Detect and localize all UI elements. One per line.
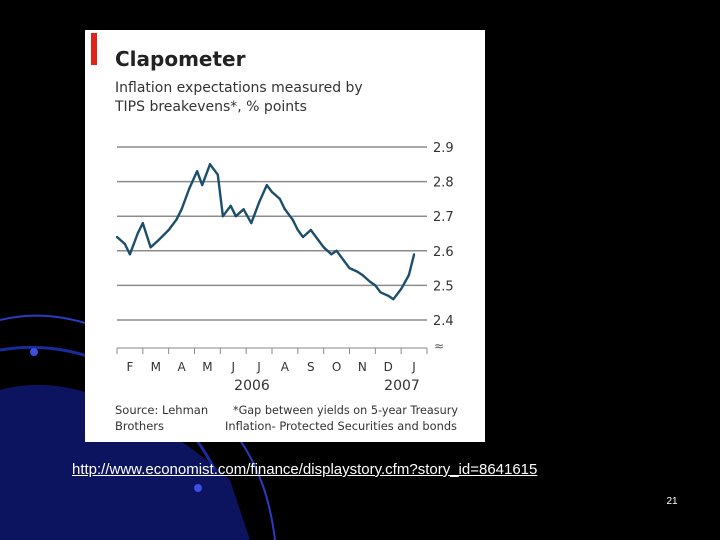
data-point xyxy=(250,222,253,225)
data-point xyxy=(330,253,333,256)
year-label-2006: 2006 xyxy=(234,378,270,394)
data-point xyxy=(335,249,338,252)
data-point xyxy=(379,291,382,294)
axis-break-symbol: ≈ xyxy=(434,339,444,353)
data-point xyxy=(123,242,126,245)
series-line xyxy=(116,163,416,301)
data-point xyxy=(369,280,372,283)
data-point xyxy=(356,270,359,273)
month-label: J xyxy=(411,360,416,374)
data-point xyxy=(407,273,410,277)
month-label: S xyxy=(307,360,315,374)
month-label: M xyxy=(202,360,212,374)
data-point xyxy=(374,284,377,287)
data-point xyxy=(278,197,281,200)
data-point xyxy=(208,163,212,166)
y-tick-label: 2.6 xyxy=(433,245,454,260)
source-line: Source: Lehman xyxy=(115,403,208,417)
data-point xyxy=(221,215,224,218)
data-point xyxy=(291,218,294,221)
y-tick-label: 2.5 xyxy=(433,279,454,294)
data-point xyxy=(348,267,351,270)
swoosh-dot xyxy=(30,348,38,356)
title-accent-bar xyxy=(91,33,97,65)
data-point xyxy=(265,184,268,187)
chart-subtitle-line: TIPS breakevens*, % points xyxy=(114,99,307,115)
data-point xyxy=(115,235,119,239)
chart-subtitle-line: Inflation expectations measured by xyxy=(115,80,363,96)
data-point xyxy=(283,208,286,211)
gridlines xyxy=(117,146,427,321)
month-label: N xyxy=(358,360,367,374)
data-point xyxy=(387,294,390,297)
month-label: A xyxy=(177,360,186,374)
month-label: F xyxy=(126,360,133,374)
data-point xyxy=(216,173,219,176)
month-label: O xyxy=(332,360,341,374)
data-point xyxy=(258,201,261,204)
footnote-line: Inflation- Protected Securities and bond… xyxy=(225,419,457,433)
data-point xyxy=(322,246,325,249)
month-label: J xyxy=(256,360,261,374)
data-point xyxy=(343,260,346,263)
data-point xyxy=(175,218,178,221)
series-layer xyxy=(115,163,416,301)
data-point xyxy=(180,208,183,211)
data-point xyxy=(234,215,237,218)
data-point xyxy=(136,232,139,235)
source-line: Brothers xyxy=(115,419,164,433)
data-point xyxy=(188,187,191,190)
data-point xyxy=(141,222,144,225)
data-point xyxy=(149,246,152,249)
data-point xyxy=(270,190,274,194)
page-number: 21 xyxy=(666,496,678,507)
month-label: J xyxy=(230,360,235,374)
swoosh-dot xyxy=(194,484,202,492)
y-tick-label: 2.4 xyxy=(433,314,454,329)
year-label-2007: 2007 xyxy=(384,378,420,394)
footnote-line: *Gap between yields on 5-year Treasury xyxy=(233,403,458,417)
data-point xyxy=(128,253,131,256)
data-point xyxy=(392,298,395,301)
source-url-link[interactable]: http://www.economist.com/finance/display… xyxy=(72,461,538,478)
data-point xyxy=(361,273,364,277)
line-chart: Clapometer Inflation expectations measur… xyxy=(91,33,458,433)
data-point xyxy=(296,228,299,232)
data-point xyxy=(242,208,245,211)
data-point xyxy=(157,239,160,242)
data-point xyxy=(196,170,199,173)
chart-title: Clapometer xyxy=(115,47,246,71)
data-point xyxy=(309,228,312,232)
data-point xyxy=(413,253,416,256)
month-label: A xyxy=(281,360,290,374)
data-point xyxy=(229,204,232,207)
x-ticks xyxy=(116,348,428,354)
data-point xyxy=(201,184,204,187)
data-point xyxy=(317,239,320,242)
month-label: D xyxy=(384,360,393,374)
data-point xyxy=(301,235,305,239)
y-tick-label: 2.8 xyxy=(433,176,454,191)
y-tick-labels: 2.9 2.8 2.7 2.6 2.5 2.4 xyxy=(433,141,454,329)
y-tick-label: 2.9 xyxy=(433,141,454,156)
month-label: M xyxy=(151,360,161,374)
y-tick-label: 2.7 xyxy=(433,210,454,225)
data-point xyxy=(167,228,170,232)
data-point xyxy=(400,287,403,290)
swoosh-band xyxy=(0,384,250,540)
chart-card: Clapometer Inflation expectations measur… xyxy=(85,30,485,442)
